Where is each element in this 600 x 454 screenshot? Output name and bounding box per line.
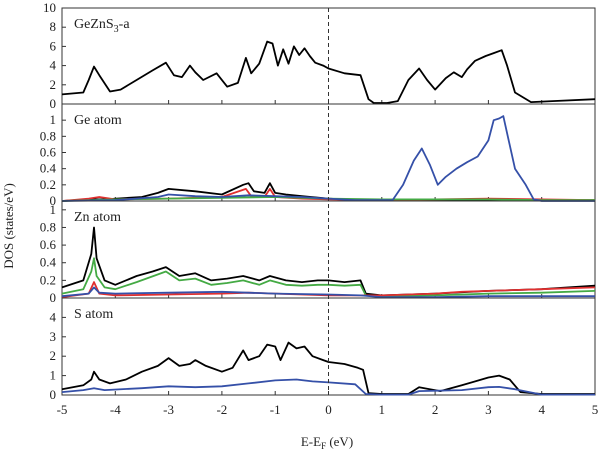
panel-3: 0 1 2 3 4 S atom [50, 297, 596, 402]
x-axis-title-main: E-E [301, 434, 321, 449]
y-tick-label: 0.6 [40, 145, 57, 160]
panel-label: S atom [74, 307, 113, 322]
panel-label-tail: -a [119, 17, 131, 32]
dos-series-line [61, 226, 596, 297]
x-tick-label: -2 [216, 402, 227, 417]
y-axis-title: DOS (states/eV) [1, 183, 16, 269]
panel-label-sub: 3 [114, 24, 119, 35]
y-tick-label: 1 [50, 112, 57, 127]
x-tick-label: -5 [57, 402, 68, 417]
y-tick-label: 0 [50, 387, 57, 402]
x-tick-label: -1 [270, 402, 281, 417]
y-tick-label: 3 [50, 329, 57, 344]
y-tick-label: 0 [50, 193, 57, 208]
panel-label: Ge atom [74, 113, 122, 128]
dos-series-line [61, 378, 595, 396]
panel-1: 00.20.40.6 0.81 Ge atom [40, 103, 596, 208]
panel-label-main: Ge atom [74, 113, 122, 128]
y-tick-label: 1 [50, 368, 57, 383]
y-tick-label: 1 [50, 202, 57, 217]
y-tick-label: 10 [43, 0, 56, 15]
panel-2: 0 0.2 0.4 0.6 0.8 1 Zn atom [40, 200, 596, 305]
panel-label: GeZnS3-a [74, 17, 130, 35]
dos-series-line [61, 286, 595, 299]
x-tick-label: -3 [163, 402, 174, 417]
y-tick-label: 2 [50, 348, 57, 363]
y-tick-label: 8 [50, 19, 57, 34]
y-tick-label: 0 [50, 96, 57, 111]
x-tick-label: 4 [538, 402, 545, 417]
y-tick-label: 0.8 [40, 128, 56, 143]
x-tick-label: 0 [325, 402, 332, 417]
panel-label-main: S atom [74, 307, 113, 322]
y-tick-label: 0 [50, 290, 57, 305]
dos-series-line [61, 40, 596, 104]
y-tick-label: 6 [50, 38, 57, 53]
y-tick-label: 0.2 [40, 177, 56, 192]
x-tick-label: 5 [592, 402, 599, 417]
x-tick-label: 2 [432, 402, 439, 417]
y-tick-label: 4 [50, 58, 57, 73]
y-tick-label: 4 [50, 309, 57, 324]
panel-0: 0 2 4 6 8 10 GeZnS3-a [43, 0, 596, 111]
y-tick-label: 0.6 [40, 237, 57, 252]
y-tick-label: 0.8 [40, 219, 56, 234]
x-tick-label: 3 [485, 402, 492, 417]
y-tick-label: 0.4 [40, 255, 57, 270]
x-axis-title: E-EF (eV) [301, 434, 353, 451]
dos-series-line [61, 115, 595, 202]
x-axis-title-unit: (eV) [326, 434, 353, 449]
panel-label: Zn atom [74, 210, 121, 225]
x-tick-label: 1 [379, 402, 386, 417]
y-tick-label: 0.4 [40, 161, 57, 176]
y-tick-label: 2 [50, 77, 57, 92]
y-tick-label: 0.2 [40, 272, 56, 287]
x-axis-title-sub: F [321, 441, 326, 451]
x-tick-label: -4 [110, 402, 121, 417]
panel-label-main: Zn atom [74, 210, 121, 225]
panel-label-main: GeZnS [74, 17, 114, 32]
x-axis: -5 -4 -3 -2 -1 0 1 2 3 4 5 [57, 402, 599, 417]
